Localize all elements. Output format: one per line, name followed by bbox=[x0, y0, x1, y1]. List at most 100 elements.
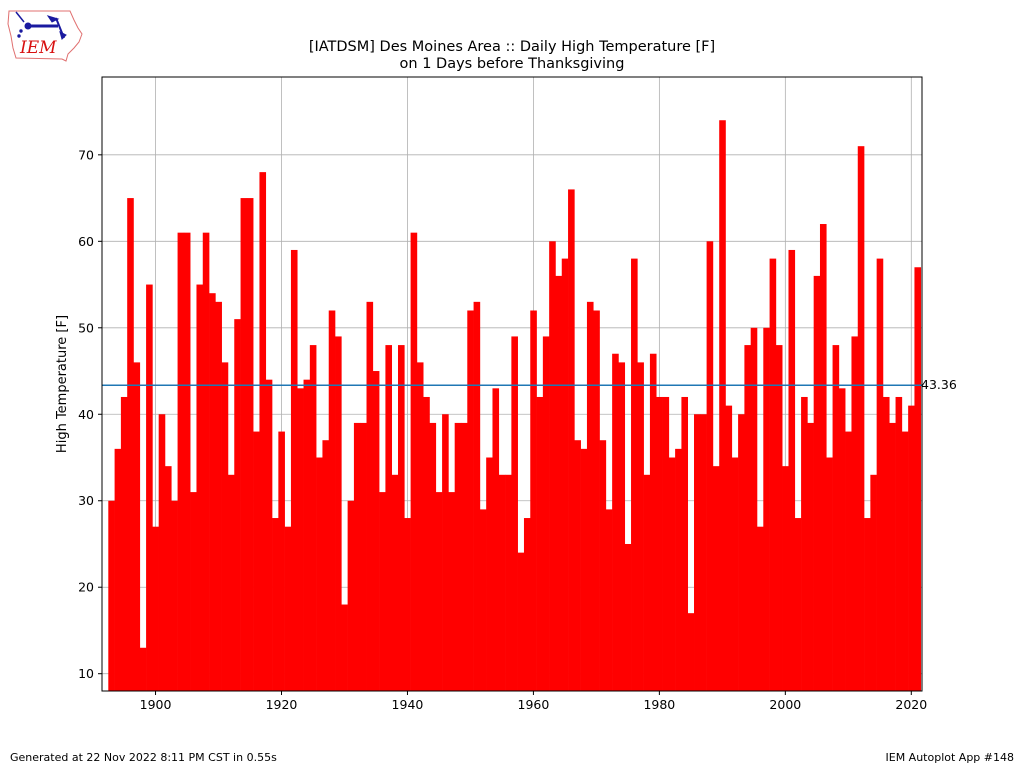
bar bbox=[568, 189, 575, 691]
bar bbox=[536, 396, 544, 691]
bar bbox=[347, 500, 355, 691]
bar bbox=[171, 500, 178, 691]
bar bbox=[246, 198, 254, 691]
bar bbox=[675, 448, 682, 691]
bar bbox=[492, 388, 500, 691]
bar bbox=[599, 440, 607, 691]
bar bbox=[164, 466, 172, 691]
bar bbox=[649, 353, 657, 691]
bar bbox=[328, 310, 336, 691]
bar bbox=[857, 146, 865, 691]
logo-text: IEM bbox=[19, 38, 57, 58]
bar bbox=[775, 345, 783, 691]
bar bbox=[360, 422, 367, 691]
bar bbox=[681, 396, 689, 691]
bar bbox=[120, 396, 128, 691]
bar bbox=[265, 379, 273, 691]
bar bbox=[183, 232, 191, 691]
y-tick-label: 70 bbox=[78, 147, 94, 162]
bar bbox=[486, 457, 493, 691]
bar bbox=[605, 509, 613, 691]
bar bbox=[555, 275, 563, 691]
bar bbox=[637, 362, 644, 691]
y-tick-label: 40 bbox=[78, 407, 94, 422]
bars bbox=[108, 120, 922, 691]
bar bbox=[618, 362, 626, 691]
bar bbox=[832, 345, 840, 691]
bar bbox=[756, 526, 764, 691]
bar bbox=[882, 396, 890, 691]
bar bbox=[177, 232, 185, 691]
bar bbox=[448, 492, 455, 691]
bar bbox=[404, 518, 411, 691]
bar bbox=[442, 414, 449, 691]
bar bbox=[284, 526, 292, 691]
bar bbox=[234, 319, 241, 691]
bar bbox=[259, 172, 267, 691]
bar bbox=[372, 371, 380, 691]
bar bbox=[498, 474, 506, 691]
y-tick-label: 30 bbox=[78, 493, 94, 508]
bar bbox=[473, 301, 481, 691]
bar bbox=[272, 518, 279, 691]
bar bbox=[429, 422, 437, 691]
y-axis-label: High Temperature [F] bbox=[55, 315, 70, 453]
bar bbox=[769, 258, 777, 691]
bar bbox=[694, 414, 701, 691]
bar bbox=[366, 301, 374, 691]
bar bbox=[196, 284, 204, 691]
y-tick-label: 10 bbox=[78, 666, 94, 681]
bar bbox=[517, 552, 525, 691]
bar bbox=[731, 457, 739, 691]
bar bbox=[750, 327, 758, 691]
bar bbox=[794, 518, 802, 691]
bar bbox=[479, 509, 487, 691]
x-tick-label: 1900 bbox=[140, 697, 172, 712]
bar bbox=[416, 362, 424, 691]
bar bbox=[454, 422, 462, 691]
bar bbox=[398, 345, 405, 691]
bar bbox=[586, 301, 594, 691]
bar bbox=[385, 345, 393, 691]
bar bbox=[505, 474, 512, 691]
bar bbox=[643, 474, 651, 691]
bar bbox=[763, 327, 770, 691]
bar bbox=[662, 396, 670, 691]
bar bbox=[813, 275, 821, 691]
bar bbox=[435, 492, 443, 691]
bar bbox=[656, 396, 663, 691]
chart-subtitle: on 1 Days before Thanksgiving bbox=[400, 56, 625, 72]
bar bbox=[114, 448, 122, 691]
bar bbox=[624, 543, 632, 691]
bar bbox=[826, 457, 833, 691]
x-tick-label: 1960 bbox=[518, 697, 550, 712]
bar bbox=[851, 336, 859, 691]
bar bbox=[253, 431, 260, 691]
bar bbox=[278, 431, 285, 691]
chart-title: [IATDSM] Des Moines Area :: Daily High T… bbox=[309, 39, 715, 55]
bar bbox=[908, 405, 915, 691]
bar bbox=[870, 474, 877, 691]
bar bbox=[845, 431, 852, 691]
bar bbox=[139, 647, 147, 691]
bar bbox=[158, 414, 166, 691]
bar bbox=[542, 336, 550, 691]
bar bbox=[889, 422, 896, 691]
bar bbox=[410, 232, 418, 691]
x-tick-label: 2000 bbox=[769, 697, 801, 712]
bar bbox=[782, 466, 789, 691]
y-tick-label: 50 bbox=[78, 320, 94, 335]
bar bbox=[202, 232, 210, 691]
bar bbox=[523, 518, 531, 691]
weather-station-icon bbox=[15, 11, 67, 40]
bar bbox=[227, 474, 235, 691]
bar bbox=[738, 414, 745, 691]
y-tick-label: 60 bbox=[78, 234, 94, 249]
bar bbox=[801, 396, 808, 691]
bar bbox=[133, 362, 141, 691]
bar bbox=[712, 466, 720, 691]
bar bbox=[700, 414, 707, 691]
bar bbox=[303, 379, 311, 691]
bar bbox=[316, 457, 323, 691]
bar bbox=[593, 310, 600, 691]
